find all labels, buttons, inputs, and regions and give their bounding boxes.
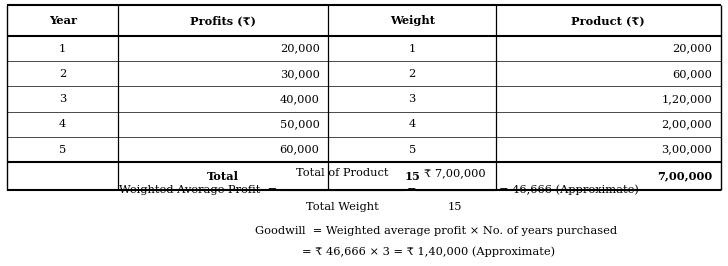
Text: Weighted Average Profit  =: Weighted Average Profit = [119, 185, 277, 195]
Text: 5: 5 [59, 145, 66, 155]
Text: 2,00,000: 2,00,000 [661, 119, 712, 129]
Text: =: = [406, 185, 416, 195]
Text: Total Weight: Total Weight [306, 202, 379, 213]
Text: Product (₹): Product (₹) [571, 15, 645, 26]
Text: Total of Product: Total of Product [296, 168, 389, 178]
Text: 30,000: 30,000 [280, 69, 320, 79]
Text: 50,000: 50,000 [280, 119, 320, 129]
Text: Profits (₹): Profits (₹) [190, 15, 256, 26]
Text: 2: 2 [59, 69, 66, 79]
Text: 3,00,000: 3,00,000 [661, 145, 712, 155]
Text: 1: 1 [408, 44, 416, 53]
Text: 20,000: 20,000 [672, 44, 712, 53]
Text: 1: 1 [59, 44, 66, 53]
Text: 2: 2 [408, 69, 416, 79]
Text: 3: 3 [408, 94, 416, 104]
Text: 7,00,000: 7,00,000 [657, 171, 712, 182]
Text: = ₹ 46,666 × 3 = ₹ 1,40,000 (Approximate): = ₹ 46,666 × 3 = ₹ 1,40,000 (Approximate… [302, 246, 555, 257]
Text: Total: Total [207, 171, 239, 182]
Text: ₹ 7,00,000: ₹ 7,00,000 [424, 168, 486, 178]
Text: Goodwill  = Weighted average profit × No. of years purchased: Goodwill = Weighted average profit × No.… [255, 226, 617, 236]
Text: 4: 4 [408, 119, 416, 129]
Text: 60,000: 60,000 [672, 69, 712, 79]
Text: Weight: Weight [389, 15, 435, 26]
Text: 15: 15 [448, 202, 462, 213]
Text: 3: 3 [59, 94, 66, 104]
Text: 5: 5 [408, 145, 416, 155]
Text: 40,000: 40,000 [280, 94, 320, 104]
Text: 15: 15 [404, 171, 420, 182]
Text: 20,000: 20,000 [280, 44, 320, 53]
Text: 4: 4 [59, 119, 66, 129]
Text: Year: Year [49, 15, 76, 26]
Text: 1,20,000: 1,20,000 [661, 94, 712, 104]
Text: = 46,666 (Approximate): = 46,666 (Approximate) [499, 185, 638, 196]
Text: 60,000: 60,000 [280, 145, 320, 155]
